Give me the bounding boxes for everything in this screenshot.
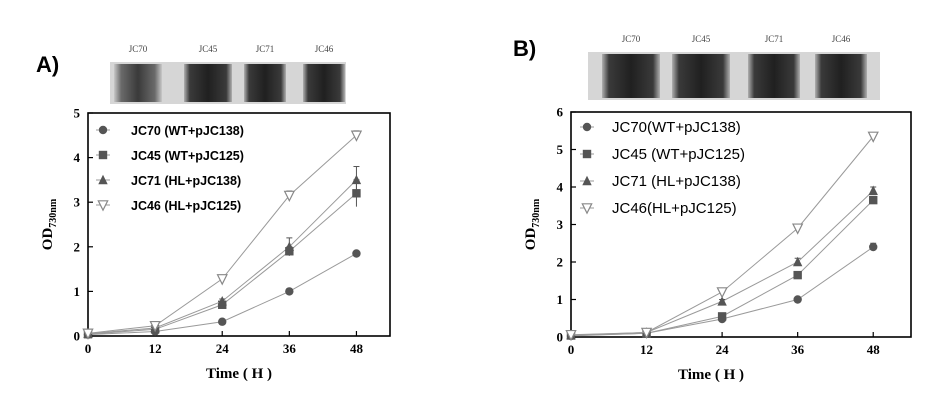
- y-tick-label: 4: [74, 150, 81, 165]
- x-tick-label: 48: [867, 342, 881, 357]
- culture-label: JC45: [199, 44, 218, 54]
- marker-square: [583, 150, 591, 158]
- y-tick-label: 3: [557, 217, 564, 232]
- y-axis-title-subscript: 730nm: [531, 198, 542, 228]
- culture-photo-strip: JC70 JC45 JC71 JC46: [588, 34, 880, 100]
- legend-entry: JC46 (HL+pJC125): [96, 199, 241, 213]
- culture-label: JC71: [256, 44, 275, 54]
- culture-well-jc45: [672, 54, 730, 98]
- culture-well-jc70: [602, 54, 660, 98]
- x-tick-label: 0: [85, 341, 92, 356]
- legend-label: JC70 (WT+pJC138): [131, 124, 244, 138]
- culture-photo-strip: JC70 JC45 JC71 JC46: [110, 44, 346, 104]
- marker-triangle-down: [352, 131, 361, 140]
- legend-label: JC45 (WT+pJC125): [131, 149, 244, 163]
- culture-well-jc71: [244, 64, 286, 102]
- chart-panel-a: A)JC70JC45JC71JC46012345012243648Time ( …: [36, 44, 390, 382]
- marker-square: [793, 271, 801, 279]
- y-tick-label: 4: [557, 180, 564, 195]
- culture-label: JC70: [129, 44, 148, 54]
- culture-label: JC71: [765, 34, 784, 44]
- series-square: [567, 196, 878, 340]
- culture-label: JC45: [692, 34, 711, 44]
- y-axis-title-subscript: 730nm: [48, 198, 59, 228]
- x-tick-label: 24: [716, 342, 730, 357]
- y-tick-label: 2: [74, 239, 81, 254]
- y-tick-label: 5: [74, 106, 81, 121]
- y-tick-label: 1: [74, 284, 81, 299]
- marker-circle: [99, 126, 107, 134]
- marker-circle: [793, 295, 801, 303]
- legend-entry: JC71 (HL+pJC138): [96, 174, 241, 188]
- marker-circle: [218, 318, 226, 326]
- culture-well-jc45: [184, 64, 232, 102]
- y-tick-label: 0: [557, 330, 564, 345]
- series-triangle: [83, 167, 361, 338]
- x-tick-label: 36: [791, 342, 805, 357]
- y-tick-label: 0: [74, 329, 81, 344]
- culture-well-jc71: [748, 54, 800, 98]
- legend-entry: JC45 (WT+pJC125): [96, 149, 244, 163]
- marker-square: [869, 196, 877, 204]
- marker-triangle-down: [793, 224, 802, 233]
- marker-circle: [583, 123, 591, 131]
- series-circle: [84, 249, 361, 339]
- panel-label: B): [513, 36, 536, 61]
- marker-triangle: [869, 186, 878, 195]
- series-triangle-down: [566, 132, 878, 340]
- marker-triangle: [793, 257, 802, 266]
- x-tick-label: 24: [216, 341, 230, 356]
- x-axis-title: Time ( H ): [206, 366, 272, 382]
- culture-well-jc46: [303, 64, 345, 102]
- x-axis-title: Time ( H ): [678, 367, 744, 383]
- marker-triangle-down: [218, 275, 227, 284]
- culture-well-jc70: [114, 64, 162, 102]
- marker-circle: [869, 243, 877, 251]
- series-line: [88, 193, 356, 334]
- culture-label: JC46: [315, 44, 334, 54]
- legend-entry: JC71 (HL+pJC138): [580, 173, 741, 190]
- y-axis-title-main: OD: [40, 228, 56, 251]
- x-tick-label: 36: [283, 341, 297, 356]
- culture-well-jc46: [815, 54, 867, 98]
- marker-triangle: [352, 175, 361, 184]
- marker-square: [718, 312, 726, 320]
- marker-circle: [352, 249, 360, 257]
- legend-entry: JC46(HL+pJC125): [580, 200, 737, 217]
- legend-label: JC70(WT+pJC138): [612, 119, 741, 136]
- y-axis-title: OD730nm: [40, 198, 59, 250]
- x-tick-label: 12: [149, 341, 162, 356]
- x-tick-label: 12: [640, 342, 653, 357]
- legend-label: JC45 (WT+pJC125): [612, 146, 745, 163]
- y-axis-title-main: OD: [523, 228, 539, 251]
- x-tick-label: 0: [568, 342, 575, 357]
- culture-label: JC46: [832, 34, 851, 44]
- legend-entry: JC70 (WT+pJC138): [96, 124, 244, 138]
- y-axis-title: OD730nm: [523, 198, 542, 250]
- panel-label: A): [36, 52, 59, 77]
- y-tick-label: 2: [557, 255, 564, 270]
- marker-triangle-down: [717, 288, 726, 297]
- legend-label: JC46(HL+pJC125): [612, 200, 737, 217]
- y-tick-label: 6: [557, 105, 564, 120]
- marker-square: [99, 151, 107, 159]
- legend-entry: JC70(WT+pJC138): [580, 119, 741, 136]
- marker-circle: [285, 287, 293, 295]
- legend-label: JC46 (HL+pJC125): [131, 199, 241, 213]
- x-tick-label: 48: [350, 341, 364, 356]
- y-tick-label: 5: [557, 142, 564, 157]
- y-tick-label: 1: [557, 292, 564, 307]
- culture-label: JC70: [622, 34, 641, 44]
- chart-panel-b: B)JC70JC45JC71JC460123456012243648Time (…: [513, 34, 911, 383]
- y-tick-label: 3: [74, 195, 81, 210]
- legend-label: JC71 (HL+pJC138): [612, 173, 741, 190]
- legend-entry: JC45 (WT+pJC125): [580, 146, 745, 163]
- legend-label: JC71 (HL+pJC138): [131, 174, 241, 188]
